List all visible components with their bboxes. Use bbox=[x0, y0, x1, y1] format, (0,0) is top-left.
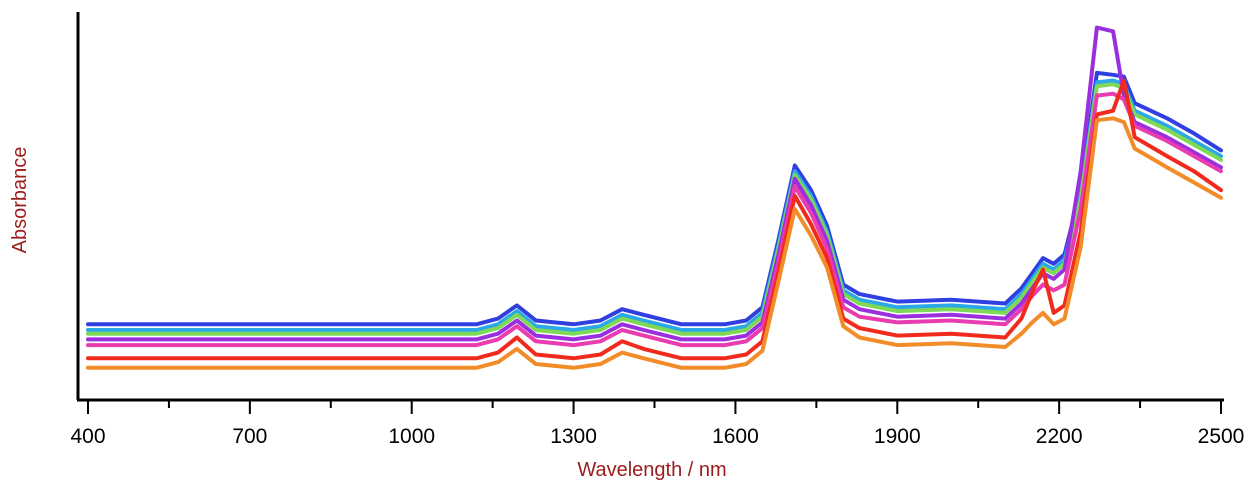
x-tick-label: 1000 bbox=[388, 425, 435, 448]
x-tick-label: 700 bbox=[232, 425, 267, 448]
x-tick-label: 2500 bbox=[1198, 425, 1245, 448]
x-ticks: 400 700 1000 1300 1600 1900 2200 2500 bbox=[70, 400, 1244, 448]
series-line-1 bbox=[86, 70, 1223, 327]
x-tick-label: 1600 bbox=[712, 425, 759, 448]
axes bbox=[76, 12, 1224, 402]
series-line-7 bbox=[86, 116, 1223, 370]
series-line-6 bbox=[86, 78, 1223, 361]
y-axis-title: Absorbance bbox=[9, 147, 31, 254]
series-line-5 bbox=[86, 91, 1223, 348]
series-line-4 bbox=[86, 25, 1223, 342]
series-layer bbox=[86, 25, 1223, 370]
x-tick-label: 400 bbox=[70, 425, 105, 448]
series-line-2 bbox=[86, 78, 1223, 332]
x-tick-label: 2200 bbox=[1036, 425, 1083, 448]
x-tick-label: 1300 bbox=[550, 425, 597, 448]
x-tick-label: 1900 bbox=[874, 425, 921, 448]
x-axis-title: Wavelength / nm bbox=[577, 459, 726, 481]
